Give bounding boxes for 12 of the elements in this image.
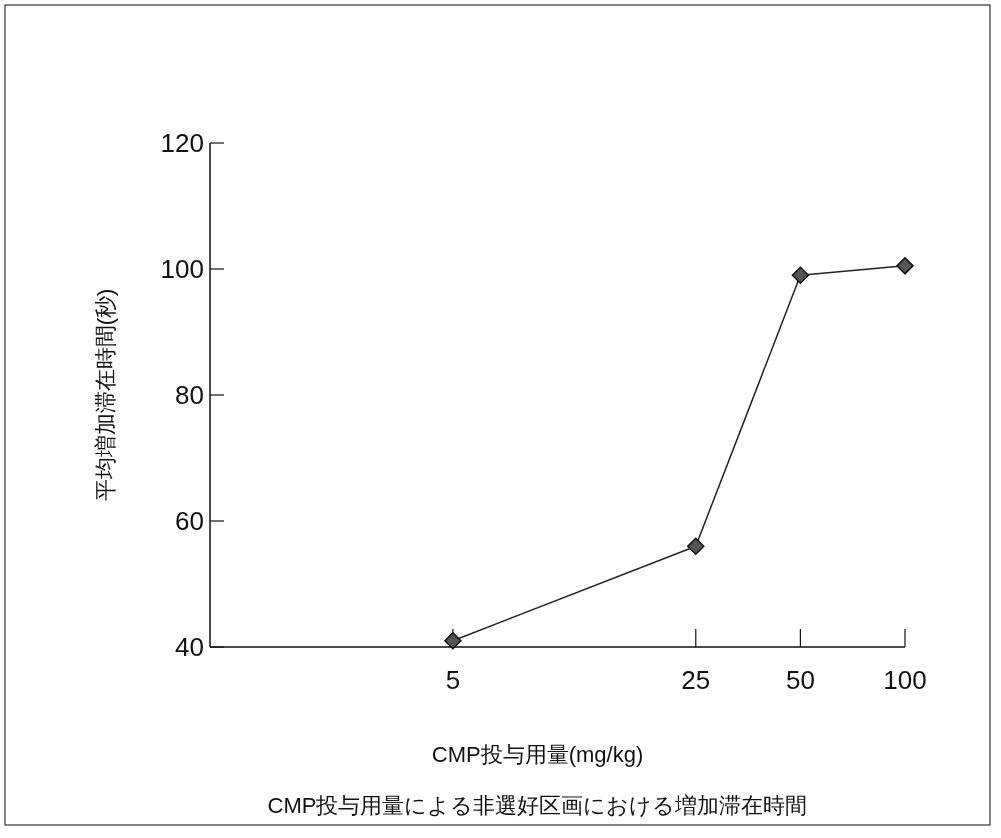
y-tick-label: 80 bbox=[175, 380, 204, 410]
x-tick-label: 100 bbox=[883, 665, 927, 695]
y-axis-title: 平均増加滞在時間(秒) bbox=[93, 288, 118, 502]
x-tick-label: 5 bbox=[445, 665, 461, 695]
text: CMP投与用量による非選好区画における増加滞在時間 bbox=[267, 793, 808, 818]
y-tick-label: 40 bbox=[175, 632, 204, 662]
y-tick-label: 120 bbox=[160, 128, 204, 158]
x-tick-label: 25 bbox=[681, 665, 711, 695]
x-tick-label: 50 bbox=[785, 665, 815, 695]
x-axis-title: CMP投与用量(mg/kg) bbox=[431, 742, 644, 767]
y-tick-label: 60 bbox=[175, 506, 204, 536]
y-tick-label: 100 bbox=[160, 254, 204, 284]
